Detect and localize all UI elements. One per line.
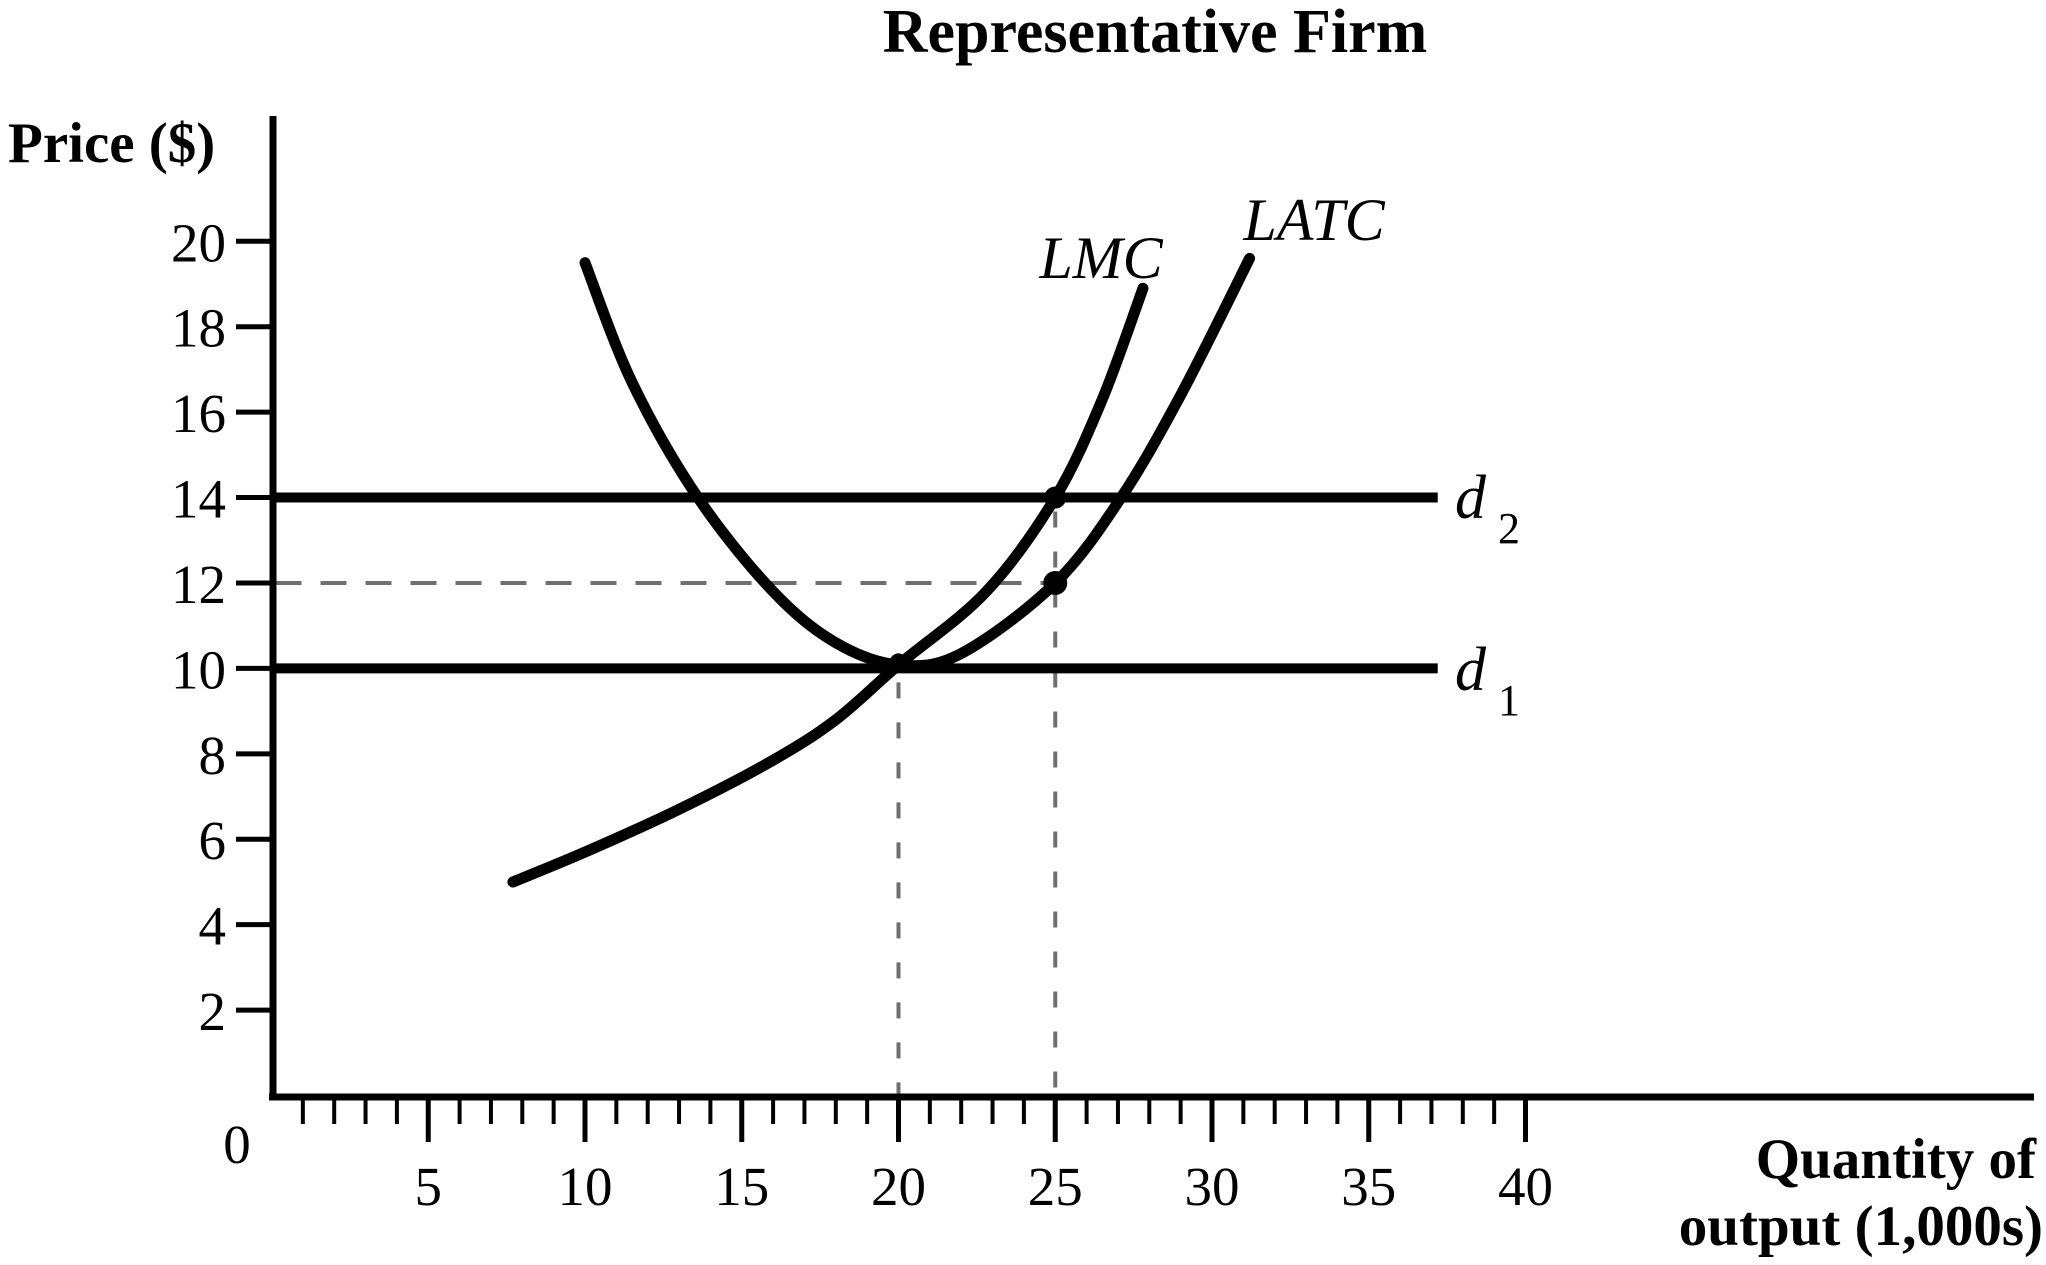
d2-label-subscript: 2 bbox=[1498, 504, 1520, 553]
latc-curve-label: LATC bbox=[1242, 187, 1385, 253]
y-tick-label-16: 16 bbox=[171, 383, 226, 444]
y-tick-label-10: 10 bbox=[171, 639, 226, 700]
chart-title: Representative Firm bbox=[883, 0, 1428, 66]
axis-ticks-group bbox=[236, 238, 1528, 1142]
y-tick-label-14: 14 bbox=[171, 469, 226, 530]
d2-label: d bbox=[1455, 464, 1487, 532]
y-tick-label-8: 8 bbox=[199, 725, 227, 786]
point-markers-group bbox=[889, 486, 1068, 672]
x-tick-label-20: 20 bbox=[871, 1156, 926, 1217]
x-tick-label-30: 30 bbox=[1185, 1156, 1240, 1217]
x-tick-label-40: 40 bbox=[1498, 1156, 1553, 1217]
curve-lmc bbox=[507, 282, 1149, 888]
y-tick-label-2: 2 bbox=[199, 981, 227, 1042]
x-tick-label-25: 25 bbox=[1028, 1156, 1083, 1217]
y-tick-label-18: 18 bbox=[171, 298, 226, 359]
y-tick-label-4: 4 bbox=[199, 896, 227, 957]
x-tick-label-35: 35 bbox=[1341, 1156, 1396, 1217]
lmc-curve-label: LMC bbox=[1038, 225, 1163, 291]
d1-label: d bbox=[1455, 636, 1487, 704]
curve-latc bbox=[579, 252, 1256, 672]
d1-label-subscript: 1 bbox=[1498, 676, 1520, 725]
demand-lines-group bbox=[271, 492, 1438, 674]
x-axis-title-line1: Quantity of bbox=[1756, 1128, 2037, 1191]
x-tick-label-15: 15 bbox=[714, 1156, 769, 1217]
x-tick-label-5: 5 bbox=[415, 1156, 443, 1217]
point-q25-p12 bbox=[1043, 570, 1068, 595]
dashed-guides-group bbox=[275, 511, 1058, 1094]
y-axis-title: Price ($) bbox=[8, 112, 215, 175]
y-tick-label-12: 12 bbox=[171, 554, 226, 615]
x-axis-title-line2: output (1,000s) bbox=[1679, 1195, 2043, 1258]
cost-curves-group bbox=[507, 252, 1256, 888]
point-q20-p10 bbox=[889, 653, 908, 672]
y-tick-label-20: 20 bbox=[171, 212, 226, 273]
x-tick-label-10: 10 bbox=[558, 1156, 613, 1217]
y-tick-label-6: 6 bbox=[199, 810, 227, 871]
point-q25-p14 bbox=[1044, 486, 1067, 509]
origin-label: 0 bbox=[223, 1114, 251, 1175]
